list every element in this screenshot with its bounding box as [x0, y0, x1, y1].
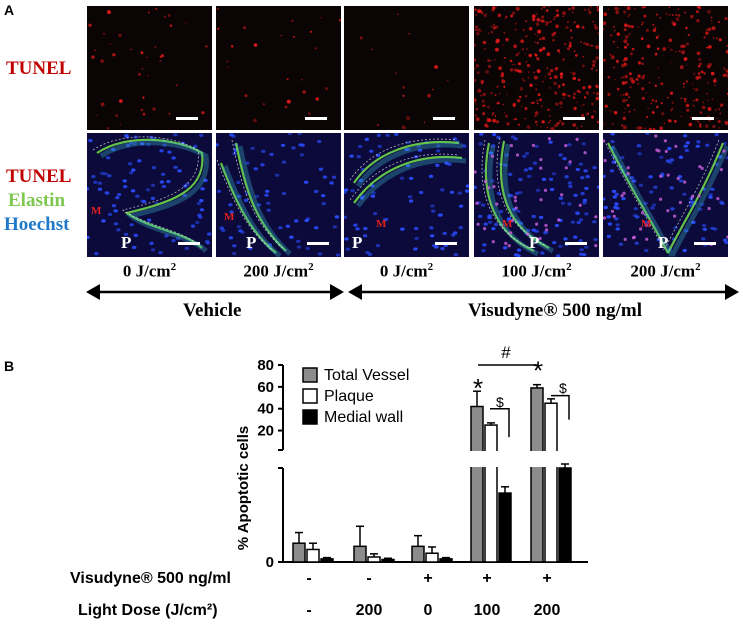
light-dose-row-label: Light Dose (J/cm²): [78, 602, 218, 619]
light-dose-value: 200: [355, 602, 383, 619]
star-annotation: *: [473, 373, 483, 403]
plaque-label: P: [658, 233, 669, 252]
hash-annotation: #: [501, 343, 511, 362]
bar-plaque: [484, 424, 498, 563]
scale-bar: [692, 117, 714, 120]
scale-bar: [176, 117, 198, 120]
plaque-label: P: [121, 233, 132, 252]
tunel-image-1: [87, 6, 212, 130]
bar-break: [530, 451, 544, 467]
panel-a-letter: A: [4, 2, 15, 18]
media-label: M: [224, 211, 235, 223]
scale-bar: [694, 242, 716, 245]
scale-bar: [307, 242, 329, 245]
bar-total-vessel: [530, 387, 544, 563]
bar-break: [544, 451, 558, 467]
star-annotation: *: [533, 356, 543, 386]
media-label: M: [641, 218, 652, 230]
y-axis-label: % Apoptotic cells: [235, 426, 252, 550]
mid-arrowhead-right: [330, 284, 344, 300]
visudyne-row-label: Visudyne® 500 ng/ml: [70, 570, 231, 587]
panel-b-letter: B: [4, 358, 15, 374]
scale-bar: [435, 242, 457, 245]
tunel-label-bottom: TUNEL: [6, 166, 72, 187]
scale-bar: [433, 117, 455, 120]
y-tick-label: 40: [257, 401, 274, 418]
media-label: M: [502, 218, 513, 230]
bar-medial-wall: [381, 558, 395, 563]
bar-medial-wall: [439, 558, 453, 563]
dollar-annotation: $: [496, 394, 504, 410]
legend-swatch: [302, 367, 318, 383]
plaque-label: P: [352, 233, 363, 252]
plaque-label: P: [246, 233, 257, 252]
dollar-bracket: [551, 394, 570, 420]
bar-plaque: [544, 402, 558, 563]
media-label: M: [91, 205, 102, 217]
dose-label-2: 200 J/cm2: [243, 261, 314, 281]
plaque-label: P: [529, 233, 540, 252]
y-tick-label: 80: [257, 357, 274, 374]
dose-label-5: 200 J/cm2: [630, 261, 701, 281]
legend-label: Plaque: [324, 388, 374, 405]
bar-total-vessel: [470, 405, 484, 563]
bar-plaque: [367, 556, 381, 563]
bar-medial-wall: [320, 558, 334, 563]
legend-label: Total Vessel: [324, 367, 409, 384]
vehicle-group-label: Vehicle: [183, 300, 242, 321]
light-dose-value: 200: [533, 602, 561, 619]
y-tick-label: 20: [257, 423, 274, 440]
scale-bar: [305, 117, 327, 120]
apoptosis-bar-chart: 80 60 40 20 0 # * * $ $ Total Vessel Plaque Medial…: [235, 343, 588, 570]
bar-break: [470, 451, 484, 467]
bar-total-vessel: [292, 542, 306, 563]
visudyne-value: +: [423, 570, 433, 587]
scale-bar: [178, 242, 200, 245]
light-dose-value: -: [306, 602, 312, 619]
dollar-bracket: [490, 407, 510, 438]
media-label: M: [376, 218, 387, 230]
right-arrowhead: [725, 284, 739, 300]
hoechst-label: Hoechst: [4, 214, 70, 235]
tunel-image-4: [474, 6, 599, 130]
legend-label: Medial wall: [324, 409, 403, 426]
visudyne-value: -: [366, 570, 372, 587]
bar-medial-wall: [498, 492, 512, 563]
legend-swatch: [302, 388, 318, 404]
dose-label-3: 0 J/cm2: [379, 261, 434, 281]
dose-label-4: 100 J/cm2: [501, 261, 572, 281]
dose-label-1: 0 J/cm2: [122, 261, 177, 281]
y-tick-label: 0: [266, 554, 274, 570]
tunel-row-label: TUNEL: [6, 58, 72, 79]
scale-bar: [565, 242, 587, 245]
scale-bar: [563, 117, 585, 120]
bar-total-vessel: [411, 545, 425, 563]
y-tick-label: 60: [257, 379, 274, 396]
light-dose-value: 0: [423, 602, 433, 619]
visudyne-group-label: Visudyne® 500 ng/ml: [468, 300, 642, 321]
tunel-image-5: [603, 6, 728, 130]
light-dose-value: 100: [473, 602, 501, 619]
left-arrowhead: [86, 284, 100, 300]
elastin-label: Elastin: [8, 190, 66, 211]
bar-plaque: [425, 552, 439, 563]
bar-total-vessel: [353, 545, 367, 563]
tunel-image-2: [216, 6, 341, 130]
bar-medial-wall: [558, 467, 572, 563]
tunel-image-3: [344, 6, 469, 130]
visudyne-value: +: [482, 570, 492, 587]
bar-break: [484, 451, 498, 467]
dollar-annotation: $: [559, 380, 567, 396]
visudyne-value: +: [542, 570, 552, 587]
mid-arrowhead-left: [348, 284, 362, 300]
group-arrows: [86, 284, 739, 300]
visudyne-value: -: [306, 570, 312, 587]
legend-swatch: [302, 409, 318, 425]
bar-plaque: [306, 548, 320, 563]
